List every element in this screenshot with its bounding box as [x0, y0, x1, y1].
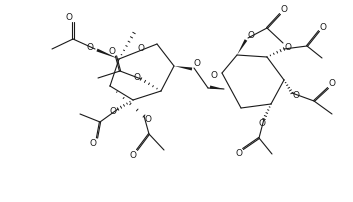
Polygon shape — [237, 39, 247, 55]
Text: O: O — [319, 22, 327, 32]
Text: O: O — [258, 120, 265, 128]
Text: O: O — [66, 13, 72, 21]
Polygon shape — [96, 49, 119, 59]
Text: O: O — [247, 32, 255, 40]
Text: O: O — [193, 60, 201, 68]
Text: O: O — [90, 139, 96, 147]
Polygon shape — [210, 85, 224, 89]
Text: O: O — [210, 72, 217, 81]
Text: O: O — [133, 74, 140, 82]
Text: O: O — [86, 42, 94, 52]
Text: O: O — [293, 90, 299, 100]
Text: O: O — [109, 107, 116, 117]
Text: O: O — [108, 46, 115, 56]
Text: O: O — [235, 149, 243, 159]
Text: O: O — [144, 116, 151, 124]
Polygon shape — [174, 66, 192, 70]
Text: O: O — [329, 80, 335, 88]
Text: O: O — [281, 5, 287, 15]
Text: O: O — [138, 44, 144, 53]
Text: O: O — [130, 150, 137, 160]
Text: O: O — [285, 42, 292, 52]
